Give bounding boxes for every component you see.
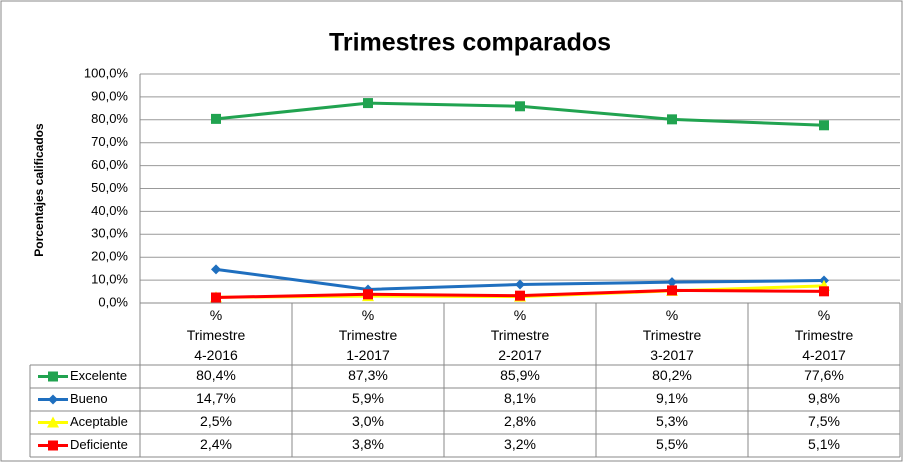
legend-label: Deficiente (70, 437, 128, 452)
y-tick-label: 30,0% (91, 226, 128, 241)
legend-marker (48, 394, 58, 405)
chart-title: Trimestres comparados (329, 29, 611, 57)
marker (211, 113, 221, 124)
table-value: 77,6% (804, 367, 844, 383)
y-tick-label: 50,0% (91, 180, 128, 195)
legend-marker (48, 440, 58, 451)
y-tick-label: 60,0% (91, 157, 128, 172)
table-value: 80,2% (652, 367, 692, 383)
marker (515, 101, 525, 112)
marker (211, 264, 221, 275)
legend-label: Aceptable (70, 414, 128, 429)
legend-label: Excelente (70, 368, 127, 383)
y-tick-label: 70,0% (91, 134, 128, 149)
x-tick-label: % Trimestre 4-2016 (186, 307, 246, 363)
table-value: 5,1% (808, 436, 840, 452)
table-value: 5,3% (656, 413, 688, 429)
marker (515, 279, 525, 290)
legend-marker (48, 371, 58, 382)
x-tick-label: % Trimestre 3-2017 (642, 307, 702, 363)
marker (363, 289, 373, 300)
table-value: 3,2% (504, 436, 536, 452)
x-tick-label: % Trimestre 2-2017 (490, 307, 550, 363)
table-value: 2,4% (200, 436, 232, 452)
table-value: 87,3% (348, 367, 388, 383)
y-tick-label: 100,0% (84, 65, 129, 80)
table-value: 2,5% (200, 413, 232, 429)
x-tick-label: % Trimestre 4-2017 (794, 307, 854, 363)
table-value: 3,0% (352, 413, 384, 429)
legend-marker (47, 416, 59, 428)
table-value: 80,4% (196, 367, 236, 383)
x-tick-label: % Trimestre 1-2017 (338, 307, 398, 363)
y-axis-label: Porcentajes calificados (32, 123, 46, 257)
marker (667, 285, 677, 296)
marker (211, 292, 221, 303)
marker (819, 120, 829, 131)
marker (667, 114, 677, 125)
table-value: 7,5% (808, 413, 840, 429)
marker (667, 277, 677, 288)
marker (363, 98, 373, 109)
table-value: 5,9% (352, 390, 384, 406)
legend-label: Bueno (70, 391, 108, 406)
y-tick-label: 90,0% (91, 88, 128, 103)
marker (515, 290, 525, 301)
table-value: 85,9% (500, 367, 540, 383)
table-value: 9,1% (656, 390, 688, 406)
y-tick-label: 40,0% (91, 203, 128, 218)
y-tick-label: 80,0% (91, 111, 128, 126)
y-tick-label: 0,0% (98, 294, 128, 309)
y-tick-label: 20,0% (91, 249, 128, 264)
table-value: 3,8% (352, 436, 384, 452)
marker (819, 286, 829, 297)
table-value: 2,8% (504, 413, 536, 429)
y-tick-label: 10,0% (91, 272, 128, 287)
table-value: 9,8% (808, 390, 840, 406)
table-value: 8,1% (504, 390, 536, 406)
table-value: 5,5% (656, 436, 688, 452)
table-value: 14,7% (196, 390, 236, 406)
